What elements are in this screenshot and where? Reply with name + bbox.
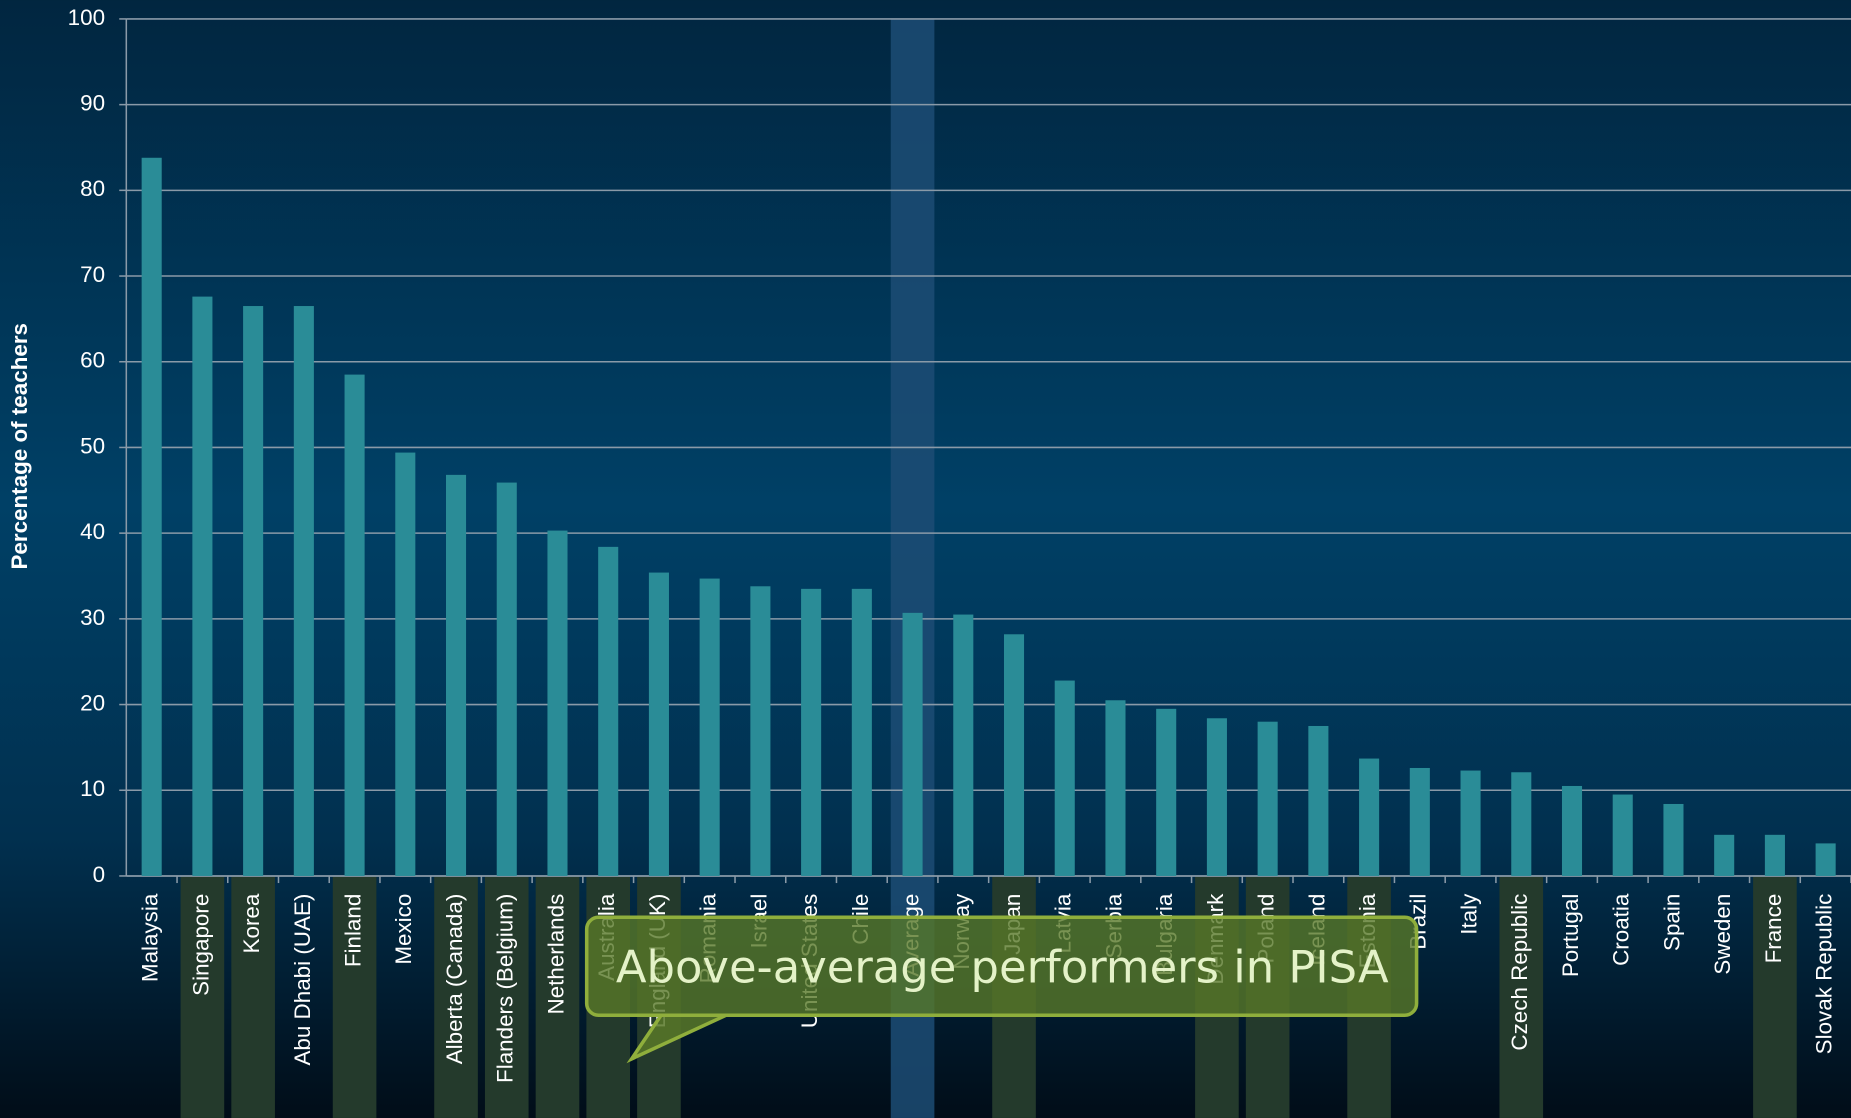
- x-tick-label: France: [1761, 894, 1786, 964]
- x-tick-label: Mexico: [391, 894, 416, 965]
- x-tick-label: Sweden: [1710, 894, 1735, 975]
- bar: [1308, 725, 1329, 876]
- bar: [1359, 758, 1380, 876]
- y-tick-label: 100: [68, 5, 105, 30]
- bar: [1105, 700, 1126, 876]
- bar: [1714, 834, 1735, 876]
- bar: [851, 588, 872, 876]
- x-tick-label: Spain: [1659, 894, 1684, 951]
- category-band: [434, 875, 478, 1118]
- y-tick-label: 20: [80, 690, 105, 715]
- bar: [1156, 708, 1177, 876]
- y-tick-label: 90: [80, 91, 105, 116]
- bar: [1460, 770, 1481, 876]
- x-tick-label: Korea: [239, 893, 264, 953]
- bar: [1257, 721, 1278, 876]
- x-tick-label: Singapore: [188, 894, 213, 996]
- category-band: [332, 875, 377, 1118]
- y-tick-label: 70: [80, 262, 105, 287]
- bar: [801, 588, 822, 876]
- category-band: [1753, 875, 1797, 1118]
- y-tick-label: 40: [80, 519, 105, 544]
- bar: [1612, 794, 1633, 876]
- bar: [750, 586, 771, 876]
- bar: [192, 296, 213, 876]
- x-tick-label: Malaysia: [138, 893, 163, 982]
- y-tick-label: 30: [80, 605, 105, 630]
- bar: [1815, 843, 1836, 876]
- bar: [293, 306, 314, 876]
- category-band: [484, 875, 529, 1118]
- category-band: [535, 875, 580, 1118]
- y-tick-label: 60: [80, 348, 105, 373]
- x-tick-label: Abu Dhabi (UAE): [290, 894, 315, 1066]
- x-tick-label: Italy: [1456, 893, 1481, 935]
- x-tick-label: Alberta (Canada): [442, 894, 467, 1065]
- bar: [598, 546, 619, 876]
- callout-tail: [626, 1013, 727, 1064]
- bar: [141, 157, 162, 876]
- y-tick-label: 50: [80, 433, 105, 458]
- y-tick-label: 0: [93, 862, 105, 887]
- bar: [547, 530, 568, 876]
- bar: [648, 572, 669, 876]
- bar: [1561, 785, 1583, 876]
- bar: [243, 306, 264, 876]
- bar: [1206, 718, 1227, 876]
- bar: [1663, 803, 1684, 876]
- bar: [1764, 834, 1785, 876]
- annotation: Above-average performers in PISA: [616, 940, 1389, 993]
- x-tick-label: Flanders (Belgium): [493, 894, 518, 1083]
- callout-box: [584, 915, 1419, 1018]
- y-tick-label: 10: [80, 776, 105, 801]
- bar: [1003, 634, 1025, 876]
- bar: [395, 452, 416, 876]
- bar: [445, 474, 467, 876]
- y-tick-label: 80: [80, 176, 105, 201]
- bar: [1054, 680, 1075, 876]
- bar: [699, 578, 720, 876]
- x-tick-label: Croatia: [1609, 893, 1634, 966]
- bar: [953, 614, 974, 876]
- y-axis-label: Percentage of teachers: [7, 323, 32, 570]
- x-tick-label: Portugal: [1558, 894, 1583, 977]
- category-band: [231, 875, 275, 1118]
- bar: [1511, 772, 1532, 876]
- x-tick-label: Czech Republic: [1507, 894, 1532, 1051]
- category-band: [180, 875, 225, 1118]
- x-tick-label: Slovak Republic: [1812, 894, 1837, 1055]
- category-band: [1499, 875, 1544, 1118]
- x-tick-label: Finland: [341, 894, 366, 968]
- bar: [1409, 767, 1430, 876]
- bar: [496, 482, 517, 876]
- x-tick-label: Netherlands: [543, 894, 568, 1015]
- bar: [344, 374, 365, 876]
- bar: [902, 612, 923, 876]
- callout: Above-average performers in PISA: [584, 915, 1419, 1064]
